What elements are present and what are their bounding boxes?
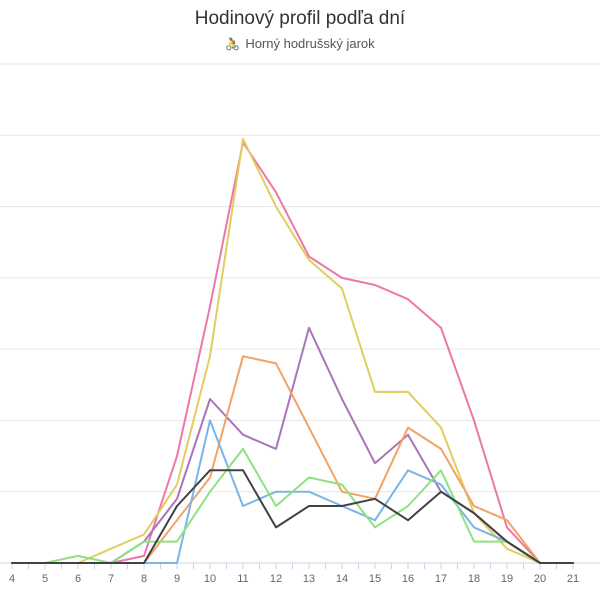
x-tick-label: 10: [204, 573, 216, 585]
x-tick-label: 7: [108, 573, 114, 585]
grid-lines: [0, 63, 600, 564]
x-tick-label: 13: [303, 573, 315, 585]
series-line-7: [11, 469, 574, 564]
series-line-6: [11, 447, 574, 564]
chart-subtitle: 🚴 Horný hodrušský jarok: [0, 36, 600, 51]
x-tick-label: 5: [42, 573, 48, 585]
series-lines: [11, 137, 574, 564]
x-tick-label: 6: [75, 573, 81, 585]
x-tick-label: 14: [336, 573, 348, 585]
x-tick-label: 9: [174, 573, 180, 585]
x-tick-label: 11: [237, 573, 248, 585]
x-tick-label: 4: [9, 573, 15, 585]
x-tick-label: 16: [402, 573, 414, 585]
x-tick-label: 18: [468, 573, 480, 585]
x-tick-label: 12: [270, 573, 282, 585]
cyclist-icon: 🚴: [225, 37, 241, 51]
series-line-1: [11, 141, 574, 564]
x-axis: 4 5 6 7 8 9 10 11 12 13 14 15 16 17 18 19 20 21: [9, 563, 579, 585]
x-tick-label: 8: [141, 573, 147, 585]
chart-title: Hodinový profil podľa dní: [194, 8, 406, 29]
x-tick-label: 17: [435, 573, 447, 585]
x-tick-label: 20: [534, 573, 546, 585]
x-tick-label: 15: [369, 573, 381, 585]
chart-subtitle-text: Horný hodrušský jarok: [245, 36, 375, 51]
x-tick-label: 21: [567, 573, 579, 585]
series-line-2: [11, 137, 574, 564]
x-tick-label: 19: [501, 573, 513, 585]
